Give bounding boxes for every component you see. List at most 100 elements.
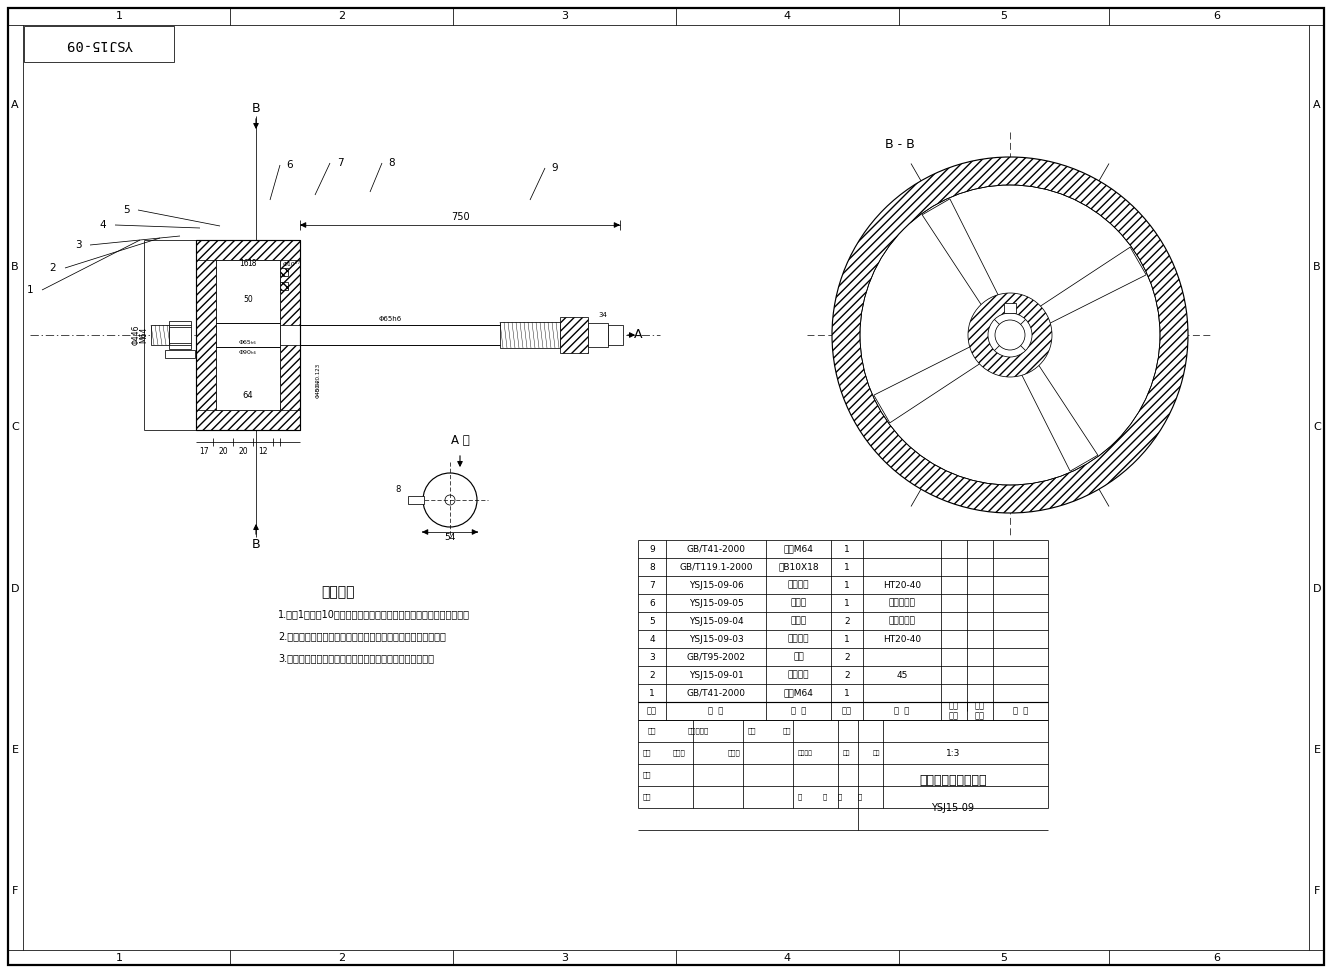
Text: 8: 8 xyxy=(389,158,396,168)
Text: 防松垫片: 防松垫片 xyxy=(787,670,810,679)
Polygon shape xyxy=(874,340,994,423)
Text: 5: 5 xyxy=(123,205,129,215)
Text: B - B: B - B xyxy=(886,138,915,152)
Text: 18: 18 xyxy=(248,260,257,269)
Text: B: B xyxy=(11,262,19,271)
Text: 数量: 数量 xyxy=(842,706,852,715)
Text: 2: 2 xyxy=(338,11,345,21)
Text: 8: 8 xyxy=(396,486,401,494)
Text: 20: 20 xyxy=(238,447,248,455)
Text: A: A xyxy=(1313,100,1321,111)
Text: 名  称: 名 称 xyxy=(791,706,806,715)
Text: 干需通: 干需通 xyxy=(673,749,686,756)
Text: GB/T119.1-2000: GB/T119.1-2000 xyxy=(679,562,753,571)
Bar xyxy=(24,26,174,62)
Text: 垳圈: 垳圈 xyxy=(793,653,805,662)
Text: 图样标记: 图样标记 xyxy=(798,750,813,756)
Text: 1: 1 xyxy=(116,953,123,963)
Text: HT20-40: HT20-40 xyxy=(883,634,920,643)
Text: 日期: 日期 xyxy=(783,728,791,735)
Text: 9: 9 xyxy=(551,163,558,173)
Bar xyxy=(196,240,300,430)
Text: 16: 16 xyxy=(240,260,249,269)
Text: 4: 4 xyxy=(785,11,791,21)
Text: A: A xyxy=(11,100,19,111)
Text: E: E xyxy=(1313,745,1320,755)
Text: Φ450+0.123: Φ450+0.123 xyxy=(316,362,321,398)
Bar xyxy=(165,350,194,358)
Text: E: E xyxy=(12,745,19,755)
Text: Φ90ₕ₆: Φ90ₕ₆ xyxy=(238,350,257,355)
Bar xyxy=(587,323,607,347)
Bar xyxy=(216,323,280,347)
Text: 9: 9 xyxy=(649,545,655,554)
Text: 3: 3 xyxy=(649,653,655,662)
Text: 1: 1 xyxy=(649,689,655,698)
Text: M64: M64 xyxy=(140,327,148,343)
Bar xyxy=(559,317,587,353)
Text: 50: 50 xyxy=(244,296,253,305)
Text: 1.序号1和序号10的螺每拧紧后，要将防松垫片翻边铆紧，以防松动。: 1.序号1和序号10的螺每拧紧后，要将防松垫片翻边铆紧，以防松动。 xyxy=(278,609,470,619)
Text: 1: 1 xyxy=(27,285,33,295)
Bar xyxy=(607,325,623,345)
Text: 备  注: 备 注 xyxy=(1012,706,1028,715)
Text: 标记: 标记 xyxy=(647,728,657,735)
Bar xyxy=(216,260,280,410)
Bar xyxy=(151,325,169,345)
Text: 第: 第 xyxy=(838,794,842,801)
Text: 单件
重量: 单件 重量 xyxy=(948,702,959,721)
Text: 页: 页 xyxy=(823,794,827,801)
Bar xyxy=(216,325,559,345)
Text: 材  料: 材 料 xyxy=(894,706,910,715)
Text: A 向: A 向 xyxy=(450,434,469,447)
Text: 设计: 设计 xyxy=(643,749,651,756)
Text: 3: 3 xyxy=(561,953,567,963)
Text: Φ65h6: Φ65h6 xyxy=(378,316,402,322)
Text: 技术要求: 技术要求 xyxy=(321,585,354,599)
Text: 5: 5 xyxy=(1000,11,1007,21)
Text: 右瓣活塞: 右瓣活塞 xyxy=(787,581,810,590)
Text: 聚四氟乙烯: 聚四氟乙烯 xyxy=(888,598,915,607)
Text: 重量: 重量 xyxy=(843,750,851,756)
Text: 螺每M64: 螺每M64 xyxy=(783,689,814,698)
Text: -0.02: -0.02 xyxy=(316,378,321,402)
Bar xyxy=(408,496,424,504)
Text: A: A xyxy=(634,329,642,342)
Text: YSJ15-09-04: YSJ15-09-04 xyxy=(689,617,743,626)
Text: 聚四氟乙烯: 聚四氟乙烯 xyxy=(888,617,915,626)
Text: 45: 45 xyxy=(896,670,907,679)
Text: 2: 2 xyxy=(844,653,850,662)
Bar xyxy=(196,240,300,260)
Text: 工艺: 工艺 xyxy=(643,794,651,801)
Text: 1: 1 xyxy=(844,634,850,643)
Bar xyxy=(280,268,288,276)
Text: 2: 2 xyxy=(844,617,850,626)
Bar xyxy=(500,322,559,348)
Polygon shape xyxy=(1015,351,1098,471)
Text: 左瓣活塞: 左瓣活塞 xyxy=(787,634,810,643)
Text: 1: 1 xyxy=(844,689,850,698)
Text: 20: 20 xyxy=(218,447,228,455)
Text: 1: 1 xyxy=(844,581,850,590)
Text: 5: 5 xyxy=(649,617,655,626)
Polygon shape xyxy=(1027,247,1146,331)
Text: HT20-40: HT20-40 xyxy=(883,581,920,590)
Circle shape xyxy=(988,313,1032,357)
Text: 序号: 序号 xyxy=(647,706,657,715)
Text: 1: 1 xyxy=(844,545,850,554)
Text: 3: 3 xyxy=(75,240,81,250)
Text: 3: 3 xyxy=(561,11,567,21)
Text: F: F xyxy=(12,885,19,895)
Text: 54: 54 xyxy=(445,533,456,543)
Text: 修改文件号: 修改文件号 xyxy=(689,728,709,735)
Text: YSJ15-09: YSJ15-09 xyxy=(65,37,132,51)
Text: C: C xyxy=(11,422,19,433)
Text: Φ446: Φ446 xyxy=(132,325,140,345)
Text: 比例: 比例 xyxy=(872,750,880,756)
Text: Φ65ₕ₆: Φ65ₕ₆ xyxy=(238,341,257,345)
Text: GB/T95-2002: GB/T95-2002 xyxy=(686,653,746,662)
Text: 2: 2 xyxy=(844,670,850,679)
Text: Φ10ᵏ⁷: Φ10ᵏ⁷ xyxy=(282,263,301,268)
Text: 活塞环: 活塞环 xyxy=(790,617,807,626)
Text: 2: 2 xyxy=(49,263,56,273)
